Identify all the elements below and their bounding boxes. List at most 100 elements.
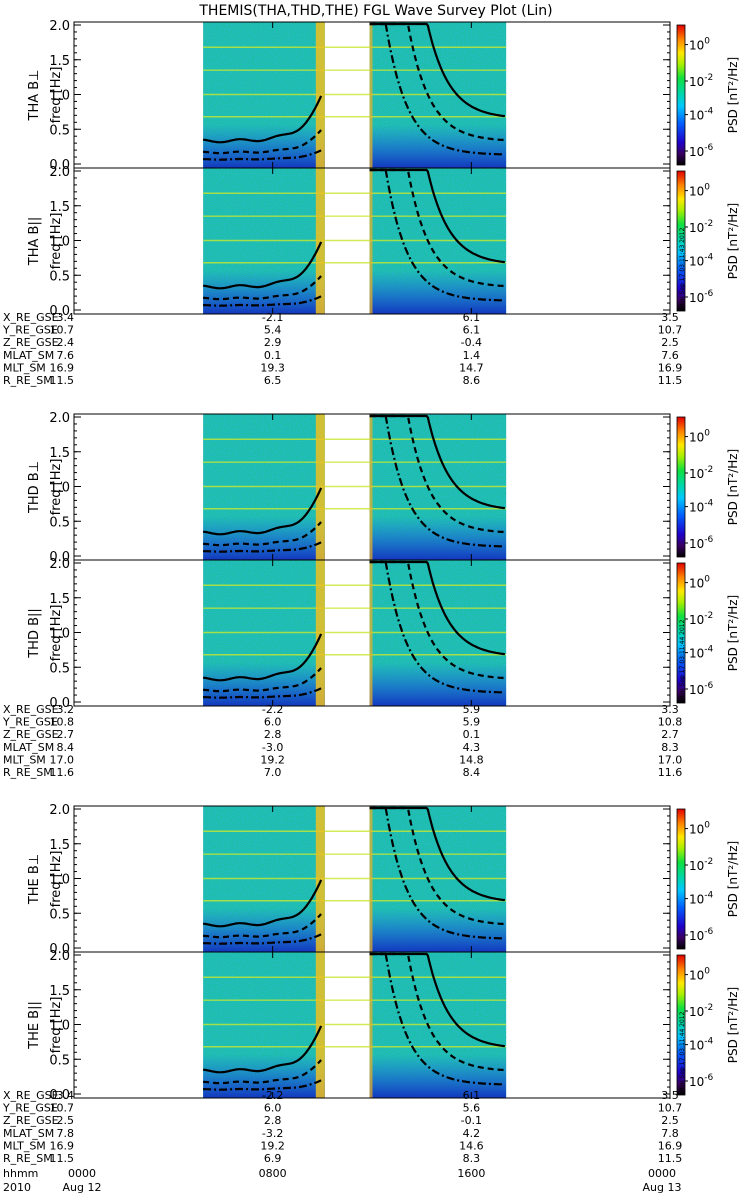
gyrofrequency-curve — [203, 241, 323, 290]
y-axis-label: freq [Hz] — [49, 459, 64, 516]
y-axis-label: freq [Hz] — [49, 213, 64, 270]
colorbar-tick-label: 10-2 — [689, 611, 713, 627]
broadband-burst — [369, 22, 373, 168]
orbit-value: 8.3 — [463, 1152, 481, 1165]
gyrofrequency-curve — [369, 952, 505, 1072]
orbit-value: 8.3 — [661, 741, 679, 754]
orbit-value: 10.7 — [658, 1102, 683, 1115]
orbit-value: 8.6 — [463, 374, 481, 387]
orbit-value: 16.9 — [658, 361, 683, 374]
timestamp-stamp: Mon Sep 17 03:11:43 2012 — [679, 227, 686, 309]
orbit-value: 2.5 — [57, 1114, 75, 1127]
gyrofrequency-curve — [369, 560, 505, 694]
orbit-row-label: R_RE_SM — [3, 1152, 53, 1165]
orbit-value: 14.6 — [459, 1139, 484, 1152]
gyrofrequency-curve — [369, 806, 505, 926]
low-frequency-band — [203, 124, 325, 168]
panel-label: THE B|| — [27, 1001, 42, 1050]
y-tick-label: 1.0 — [49, 873, 70, 888]
orbit-value: 17.0 — [658, 753, 683, 766]
orbit-row-label: Z_RE_GSE — [3, 728, 59, 741]
gyrofrequency-curve — [203, 687, 322, 699]
colorbar-label: PSD [nT²/Hz] — [726, 57, 740, 133]
orbit-value: 3.2 — [57, 703, 75, 716]
low-frequency-band — [203, 516, 325, 560]
orbit-value: 2.8 — [264, 1114, 282, 1127]
y-tick-label: 0.0 — [49, 550, 70, 565]
orbit-value: 19.2 — [260, 753, 285, 766]
y-tick-label: 0.5 — [49, 515, 70, 530]
gyrofrequency-curve — [369, 560, 505, 680]
y-tick-label: 1.5 — [49, 200, 70, 215]
orbit-value: 19.3 — [260, 361, 285, 374]
spectrogram-panel: 0.0 0.5 1.0 1.5 2.0 THD B|| freq [Hz] Mon Sep 1… — [27, 557, 740, 711]
panel-label: THD B⊥ — [27, 461, 42, 514]
broadband-burst — [315, 414, 325, 560]
colorbar-tick-label: 10-2 — [689, 857, 713, 873]
y-tick-label: 0.5 — [49, 661, 70, 676]
gyrofrequency-curve — [369, 168, 505, 302]
orbit-value: 6.1 — [463, 324, 481, 337]
orbit-value: 10.8 — [50, 716, 75, 729]
colorbar-tick-label: 10-2 — [689, 73, 713, 89]
broadband-burst — [369, 168, 373, 314]
y-tick-label: 0.0 — [49, 304, 70, 319]
colorbar-label: PSD [nT²/Hz] — [726, 841, 740, 917]
spectrogram-panel: 0.0 0.5 1.0 1.5 2.0 THA B|| freq [Hz] Mon Sep 1… — [27, 165, 740, 319]
time-tick-label: 1600 — [457, 1167, 485, 1180]
orbit-value: -0.4 — [461, 336, 482, 349]
gyrofrequency-curve — [203, 541, 322, 553]
orbit-value: 6.5 — [264, 374, 282, 387]
orbit-value: 16.9 — [50, 361, 75, 374]
y-tick-label: 2.0 — [49, 19, 70, 34]
colorbar-label: PSD [nT²/Hz] — [726, 987, 740, 1063]
y-tick-label: 1.0 — [49, 235, 70, 250]
y-tick-label: 0.0 — [49, 696, 70, 711]
broadband-burst — [369, 952, 373, 1098]
y-tick-label: 1.5 — [49, 838, 70, 853]
orbit-value: -3.2 — [262, 1127, 283, 1140]
orbit-value: 6.0 — [264, 1102, 282, 1115]
y-axis-label: freq [Hz] — [49, 851, 64, 908]
orbit-value: 10.7 — [658, 324, 683, 337]
spectrogram-panel: 0.0 0.5 1.0 1.5 2.0 THE B⊥ freq [Hz] 100 10-2 10-… — [27, 803, 740, 957]
orbit-value: 8.4 — [57, 741, 75, 754]
orbit-value: 7.0 — [264, 766, 282, 779]
colorbar-tick-label: 10-4 — [689, 107, 714, 123]
orbit-value: 2.4 — [57, 336, 75, 349]
broadband-burst — [369, 806, 373, 952]
y-tick-label: 2.0 — [49, 557, 70, 572]
orbit-row-label: MLT_SM — [3, 1139, 46, 1152]
orbit-value: 7.8 — [661, 1127, 679, 1140]
orbit-value: 10.8 — [658, 716, 683, 729]
gyrofrequency-curve — [203, 487, 323, 536]
colorbar-tick-label: 10-4 — [689, 1037, 714, 1053]
orbit-value: 4.2 — [463, 1127, 481, 1140]
orbit-value: 5.6 — [463, 1102, 481, 1115]
y-tick-label: 1.0 — [49, 89, 70, 104]
orbit-value: 6.9 — [264, 1152, 282, 1165]
gyrofrequency-curve — [203, 1025, 323, 1074]
orbit-value: 19.2 — [260, 1139, 285, 1152]
gyrofrequency-curve — [369, 806, 505, 940]
y-tick-label: 0.0 — [49, 1088, 70, 1103]
colorbar-tick-label: 10-6 — [689, 535, 714, 551]
orbit-value: 0.1 — [264, 349, 282, 362]
orbit-row-label: MLT_SM — [3, 361, 46, 374]
date-tick-label: Aug 13 — [643, 1181, 682, 1194]
orbit-value: -0.1 — [461, 1114, 482, 1127]
colorbar — [676, 170, 686, 312]
orbit-value: -2.2 — [262, 703, 283, 716]
orbit-value: 2.7 — [661, 728, 679, 741]
orbit-value: 2.5 — [661, 336, 679, 349]
orbit-value: 8.4 — [463, 766, 481, 779]
y-tick-label: 1.5 — [49, 446, 70, 461]
low-frequency-band — [369, 124, 507, 168]
y-tick-label: 0.5 — [49, 269, 70, 284]
y-tick-label: 1.0 — [49, 481, 70, 496]
colorbar-tick-label: 10-6 — [689, 681, 714, 697]
orbit-value: 3.4 — [57, 1089, 75, 1102]
orbit-value: 11.5 — [658, 1152, 683, 1165]
